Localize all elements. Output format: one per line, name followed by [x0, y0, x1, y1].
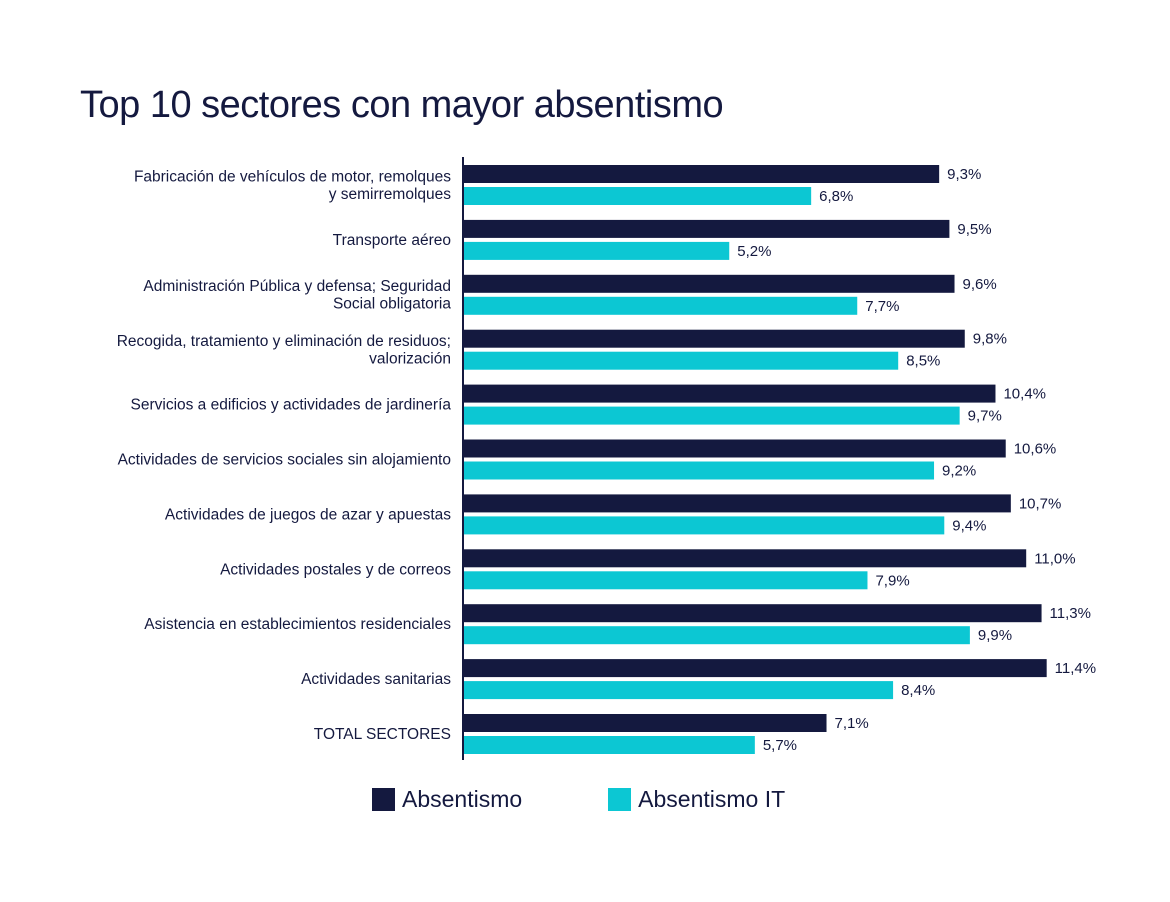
bar-absentismo [463, 165, 940, 183]
data-label-absentismo-it: 9,7% [968, 408, 1002, 425]
bar-absentismo [463, 219, 950, 238]
category-label: Asistencia en establecimientos residenci… [144, 616, 451, 633]
legend-swatch-absentismo-it [608, 788, 632, 811]
data-label-absentismo-it: 8,4% [901, 682, 935, 699]
category-label: Actividades de servicios sociales sin al… [118, 452, 451, 469]
data-label-absentismo-it: 6,8% [819, 188, 853, 205]
legend: Absentismo Absentismo IT [372, 786, 871, 813]
data-label-absentismo: 9,3% [947, 166, 981, 183]
data-label-absentismo: 9,6% [963, 276, 997, 293]
bar-absentismo [463, 604, 1042, 623]
data-label-absentismo: 7,1% [835, 715, 869, 732]
bar-absentismo-it [463, 187, 812, 205]
legend-swatch-absentismo [372, 788, 395, 811]
category-label: Actividades de juegos de azar y apuestas [165, 506, 451, 523]
category-label: valorización [369, 350, 451, 367]
data-label-absentismo-it: 9,4% [952, 517, 986, 534]
legend-item-absentismo-it: Absentismo IT [608, 786, 785, 813]
bar-absentismo-it [463, 516, 945, 535]
bar-absentismo [463, 439, 1006, 458]
category-label: Actividades sanitarias [301, 671, 451, 688]
data-label-absentismo-it: 8,5% [906, 353, 940, 370]
bar-absentismo-it [463, 406, 960, 425]
bar-absentismo [463, 549, 1027, 568]
category-label: Social obligatoria [333, 296, 451, 313]
data-label-absentismo: 10,7% [1019, 495, 1062, 512]
data-label-absentismo: 10,6% [1014, 441, 1057, 458]
legend-label-absentismo-it: Absentismo IT [638, 786, 786, 812]
category-label: Fabricación de vehículos de motor, remol… [134, 168, 451, 185]
category-label: Actividades postales y de correos [220, 561, 451, 578]
bar-absentismo-it [463, 681, 894, 700]
data-label-absentismo-it: 7,7% [865, 298, 899, 315]
category-label: y semirremolques [329, 186, 452, 203]
legend-label-absentismo: Absentismo [402, 786, 523, 812]
category-label: Transporte aéreo [333, 232, 451, 249]
data-label-absentismo-it: 5,2% [737, 243, 771, 260]
bar-absentismo-it [463, 626, 970, 645]
bar-absentismo-it [463, 241, 730, 260]
data-label-absentismo-it: 7,9% [875, 572, 909, 589]
bar-absentismo-it [463, 296, 858, 315]
chart-title: Top 10 sectores con mayor absentismo [80, 84, 724, 126]
bar-absentismo [463, 274, 955, 293]
data-label-absentismo: 10,4% [1003, 386, 1046, 403]
data-label-absentismo: 9,8% [973, 331, 1007, 348]
category-label: Recogida, tratamiento y eliminación de r… [117, 333, 451, 350]
category-label: Administración Pública y defensa; Seguri… [143, 278, 451, 295]
bar-absentismo-it [463, 461, 935, 480]
data-label-absentismo: 11,0% [1034, 550, 1075, 567]
bar-absentismo [463, 494, 1011, 513]
data-label-absentismo-it: 5,7% [763, 737, 797, 754]
bar-absentismo [463, 384, 996, 403]
category-label: TOTAL SECTORES [314, 726, 451, 743]
bar-absentismo [463, 329, 965, 348]
bar-absentismo [463, 659, 1047, 678]
bar-absentismo [463, 714, 827, 732]
category-label: Servicios a edificios y actividades de j… [131, 397, 452, 414]
data-label-absentismo: 11,4% [1055, 660, 1096, 677]
data-label-absentismo-it: 9,9% [978, 627, 1012, 644]
legend-item-absentismo: Absentismo [372, 786, 522, 813]
bar-absentismo-it [463, 351, 899, 370]
data-label-absentismo: 11,3% [1050, 605, 1091, 622]
bar-absentismo-it [463, 736, 755, 754]
data-label-absentismo: 9,5% [957, 221, 991, 238]
bar-absentismo-it [463, 571, 868, 590]
data-label-absentismo-it: 9,2% [942, 463, 976, 480]
